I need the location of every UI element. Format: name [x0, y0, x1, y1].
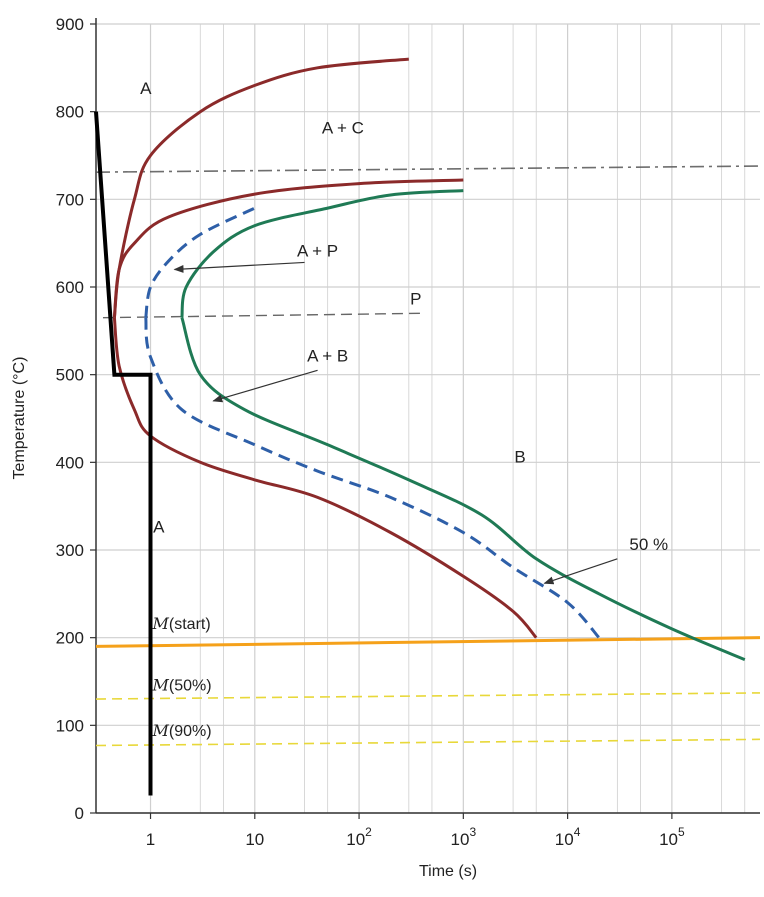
arrow-a-plus-b [212, 369, 318, 403]
m90-line [95, 738, 761, 747]
eutectoid-line [95, 165, 761, 173]
x-tick-label: 1 [146, 830, 155, 849]
m50-line [95, 692, 761, 700]
horizontal-reference-lines [95, 165, 761, 747]
y-tick-label: 400 [56, 453, 84, 472]
axes: 0 100 200 300 400 500 600 700 800 900 1 10 102 103 104… [56, 15, 760, 849]
y-tick-label: 200 [56, 629, 84, 648]
label-m-90: M(90%) [152, 721, 212, 740]
region-labels: A A + C A + P P A + B B A 50 % M(start) M(50%) M(9… [140, 79, 668, 740]
y-tick-label: 900 [56, 15, 84, 34]
label-a-plus-c: A + C [322, 119, 364, 138]
cooling-path-layer [94, 111, 618, 796]
curve-start-upper [112, 57, 409, 318]
label-a-plus-b: A + B [307, 347, 348, 366]
x-tick-label: 102 [346, 825, 372, 849]
x-tick-label: 105 [659, 825, 685, 849]
transformation-curves [112, 57, 746, 661]
x-axis-title: Time (s) [419, 863, 477, 880]
label-a-low: A [153, 517, 165, 536]
arrow-a-plus-p [173, 261, 305, 273]
arrow-fifty [543, 558, 618, 585]
label-m-start: M(start) [152, 614, 211, 633]
y-tick-label: 600 [56, 278, 84, 297]
y-tick-label: 100 [56, 716, 84, 735]
x-tick-label: 10 [245, 830, 264, 849]
y-tick-label: 300 [56, 541, 84, 560]
curve-fifty-lower [144, 317, 601, 639]
y-tick-label: 700 [56, 190, 84, 209]
curve-fifty-upper [144, 206, 256, 318]
grid [96, 23, 760, 814]
label-a-plus-p: A + P [297, 241, 338, 260]
label-p: P [410, 290, 421, 309]
pearlite-start-line [102, 312, 422, 319]
cooling-path [94, 111, 153, 796]
label-b: B [514, 447, 525, 466]
curve-start-nose [112, 178, 464, 318]
y-tick-label: 0 [75, 804, 84, 823]
y-tick-label: 500 [56, 366, 84, 385]
x-tick-label: 103 [451, 825, 477, 849]
label-fifty-pct: 50 % [629, 535, 668, 554]
label-a-top: A [140, 79, 152, 98]
curve-start-lower [112, 317, 538, 639]
x-tick-label: 104 [555, 825, 581, 849]
ms-line [95, 636, 761, 648]
curve-finish-upper [180, 189, 464, 318]
y-axis-title: Temperature (°C) [11, 357, 28, 480]
y-tick-label: 800 [56, 103, 84, 122]
label-m-50: M(50%) [152, 675, 212, 694]
curve-finish-lower [180, 317, 746, 661]
